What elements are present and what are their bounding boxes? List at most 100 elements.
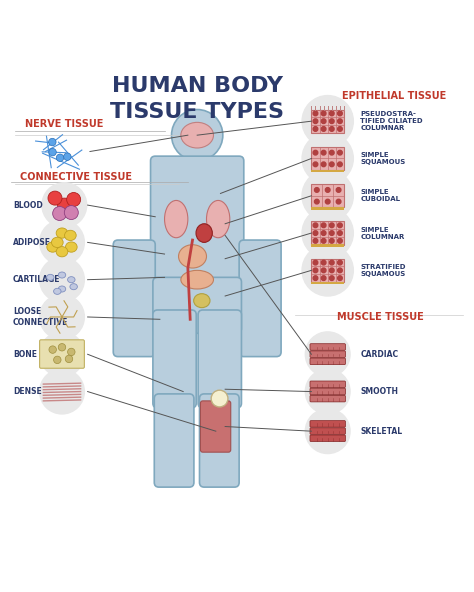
Circle shape: [40, 295, 84, 339]
FancyBboxPatch shape: [310, 351, 346, 358]
Circle shape: [302, 207, 353, 259]
Circle shape: [337, 119, 342, 124]
Ellipse shape: [56, 228, 68, 238]
Circle shape: [337, 239, 342, 243]
Circle shape: [321, 119, 326, 124]
FancyBboxPatch shape: [310, 388, 346, 395]
Circle shape: [321, 268, 326, 273]
Ellipse shape: [194, 294, 210, 308]
Circle shape: [49, 346, 56, 353]
Circle shape: [329, 223, 334, 228]
Circle shape: [68, 348, 75, 356]
Circle shape: [329, 231, 334, 236]
Circle shape: [337, 260, 342, 265]
Circle shape: [329, 162, 334, 166]
Text: ADIPOSE: ADIPOSE: [13, 238, 51, 247]
Text: SIMPLE
CUBOIDAL: SIMPLE CUBOIDAL: [360, 189, 401, 202]
Ellipse shape: [58, 286, 66, 292]
Ellipse shape: [58, 272, 66, 278]
FancyBboxPatch shape: [310, 395, 346, 402]
Circle shape: [305, 332, 350, 377]
Ellipse shape: [164, 201, 188, 238]
Circle shape: [337, 231, 342, 236]
Circle shape: [40, 220, 84, 265]
FancyBboxPatch shape: [151, 156, 244, 291]
Circle shape: [42, 183, 87, 227]
Circle shape: [54, 356, 61, 363]
Circle shape: [337, 276, 342, 281]
Circle shape: [329, 239, 334, 243]
FancyBboxPatch shape: [113, 240, 155, 356]
Circle shape: [337, 150, 342, 155]
Circle shape: [302, 244, 353, 296]
Ellipse shape: [54, 288, 61, 294]
FancyBboxPatch shape: [198, 310, 241, 408]
FancyBboxPatch shape: [311, 207, 344, 210]
Ellipse shape: [70, 284, 77, 289]
Circle shape: [313, 276, 318, 281]
Ellipse shape: [179, 244, 207, 268]
Circle shape: [329, 119, 334, 124]
Circle shape: [321, 276, 326, 281]
Text: CARDIAC: CARDIAC: [360, 350, 399, 359]
Circle shape: [313, 111, 318, 116]
Circle shape: [336, 188, 341, 192]
Circle shape: [325, 200, 330, 204]
Circle shape: [329, 260, 334, 265]
Text: TISSUE TYPES: TISSUE TYPES: [110, 102, 284, 122]
Circle shape: [321, 162, 326, 166]
Ellipse shape: [64, 230, 76, 240]
Text: SKELETAL: SKELETAL: [360, 427, 402, 436]
Circle shape: [305, 369, 350, 414]
Circle shape: [48, 191, 62, 205]
FancyBboxPatch shape: [311, 282, 344, 284]
Circle shape: [314, 200, 319, 204]
Ellipse shape: [47, 242, 58, 252]
Circle shape: [64, 153, 71, 160]
FancyBboxPatch shape: [311, 147, 344, 170]
Circle shape: [337, 111, 342, 116]
Ellipse shape: [46, 274, 54, 281]
FancyBboxPatch shape: [310, 428, 346, 435]
Text: BONE: BONE: [13, 350, 37, 359]
Circle shape: [40, 369, 84, 414]
FancyBboxPatch shape: [311, 259, 344, 282]
Circle shape: [321, 231, 326, 236]
Circle shape: [40, 258, 84, 302]
Circle shape: [67, 192, 81, 207]
FancyBboxPatch shape: [310, 358, 346, 365]
FancyBboxPatch shape: [311, 184, 344, 207]
Text: STRATIFIED
SQUAMOUS: STRATIFIED SQUAMOUS: [360, 264, 406, 277]
Circle shape: [302, 133, 353, 184]
Circle shape: [65, 355, 73, 363]
Circle shape: [53, 207, 67, 220]
Ellipse shape: [68, 276, 75, 283]
Circle shape: [58, 343, 66, 351]
Circle shape: [329, 111, 334, 116]
Circle shape: [313, 260, 318, 265]
Circle shape: [305, 409, 350, 453]
Circle shape: [302, 95, 353, 147]
Text: SIMPLE
SQUAMOUS: SIMPLE SQUAMOUS: [360, 152, 406, 165]
Circle shape: [56, 154, 64, 162]
Text: CONNECTIVE TISSUE: CONNECTIVE TISSUE: [20, 172, 132, 182]
Text: HUMAN BODY: HUMAN BODY: [112, 76, 283, 96]
FancyBboxPatch shape: [310, 421, 346, 427]
Circle shape: [329, 127, 334, 131]
Circle shape: [313, 119, 318, 124]
Circle shape: [313, 268, 318, 273]
Ellipse shape: [196, 224, 212, 242]
Text: NERVE TISSUE: NERVE TISSUE: [25, 118, 103, 128]
Circle shape: [64, 205, 78, 220]
Circle shape: [321, 150, 326, 155]
Text: SMOOTH: SMOOTH: [360, 387, 398, 396]
FancyBboxPatch shape: [153, 278, 241, 333]
Circle shape: [313, 239, 318, 243]
Circle shape: [57, 198, 71, 212]
FancyBboxPatch shape: [310, 344, 346, 350]
Ellipse shape: [56, 247, 68, 257]
FancyBboxPatch shape: [155, 394, 194, 487]
FancyBboxPatch shape: [239, 240, 281, 356]
Circle shape: [40, 332, 84, 377]
Circle shape: [325, 188, 330, 192]
